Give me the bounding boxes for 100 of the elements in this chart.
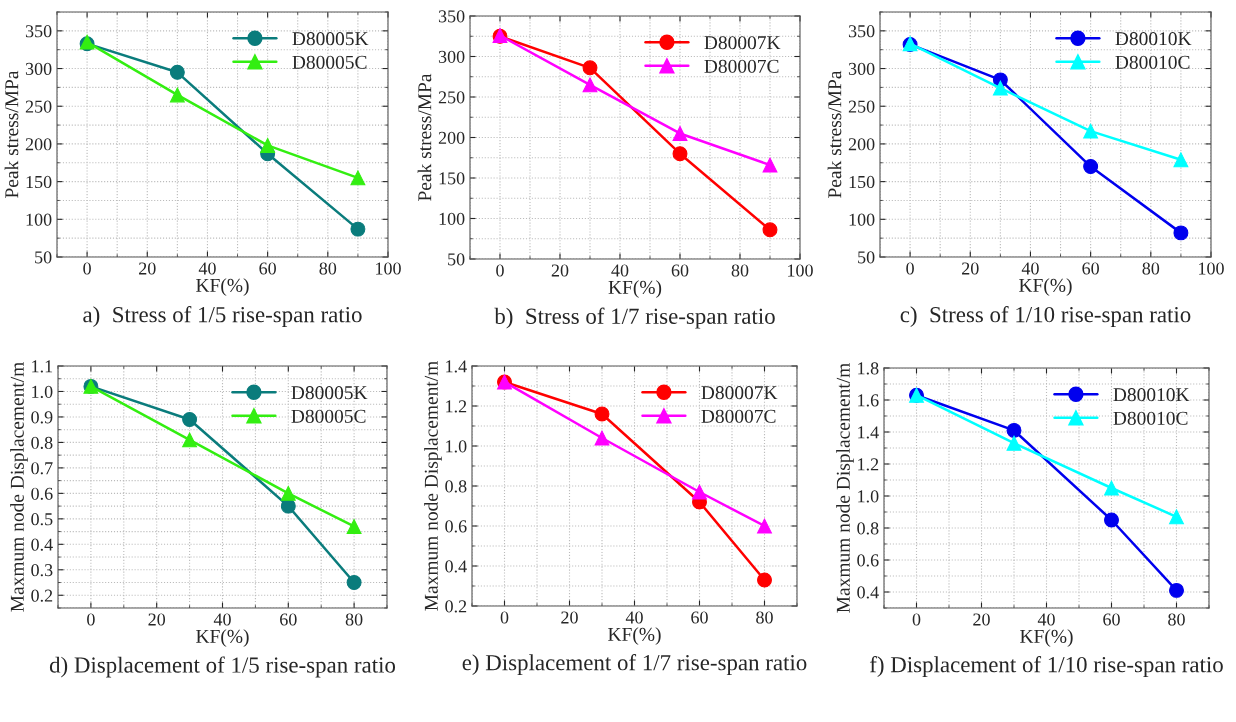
x-tick-label: 0: [496, 264, 504, 277]
y-tick-label: 150: [849, 175, 875, 189]
y-tick-label: 250: [848, 100, 875, 113]
point: [1006, 435, 1022, 451]
point: [757, 518, 772, 534]
y-tick-label: 0.3: [31, 564, 53, 577]
y-axis-title: Peak stress/MPa: [417, 73, 432, 201]
y-tick-label: 1.4: [858, 426, 879, 439]
y-tick-label: 0.2: [31, 589, 53, 602]
y-tick-label: 1.8: [858, 362, 879, 375]
x-tick-label: 0: [87, 613, 95, 626]
y-tick-label: 0.2: [445, 600, 467, 613]
point: [346, 519, 362, 534]
y-tick-label: 150: [26, 175, 52, 189]
text: e) Displacement of 1/7 rise-span ratio: [462, 654, 807, 676]
x-tick-label: 80: [1142, 262, 1160, 275]
point: [594, 430, 610, 446]
text: d) Displacement of 1/5 rise-span ratio: [49, 656, 396, 678]
x-tick-label: 40: [611, 264, 629, 277]
x-tick-label: 100: [1199, 262, 1224, 275]
point: [1006, 422, 1022, 438]
x-tick-label: 60: [691, 611, 708, 624]
y-tick-label: 1.0: [32, 385, 53, 398]
point: [762, 157, 778, 173]
y-tick-label: 0.7: [31, 462, 53, 475]
x-tick-label: 40: [1021, 262, 1039, 275]
x-axis-title: KF(%): [1020, 629, 1073, 647]
x-tick-label: 20: [148, 613, 166, 626]
x-tick-label: 100: [788, 264, 813, 277]
x-tick-label: 40: [213, 613, 231, 626]
point: [1083, 123, 1099, 139]
x-tick-label: 80: [756, 611, 773, 624]
y-axis-title: Peak stress/MPa: [827, 70, 842, 198]
point: [260, 137, 276, 153]
y-tick-label: 350: [438, 10, 465, 23]
point: [1169, 509, 1184, 525]
point: [757, 572, 772, 588]
point: [280, 485, 296, 501]
legend-label: D80005C: [291, 409, 366, 423]
x-tick-label: 80: [319, 262, 337, 275]
x-tick-label: 20: [551, 264, 569, 277]
legend-label: D80005C: [292, 55, 367, 69]
point: [1169, 582, 1184, 598]
x-tick-label: 40: [1037, 613, 1055, 626]
point: [992, 80, 1008, 96]
x-tick-label: 60: [671, 264, 689, 277]
y-tick-label: 0.6: [31, 487, 53, 500]
y-tick-label: 200: [438, 131, 465, 144]
point: [1104, 480, 1119, 496]
x-tick-label: 20: [139, 262, 156, 275]
y-tick-label: 0.8: [445, 480, 467, 493]
point: [594, 406, 610, 422]
x-tick-label: 20: [962, 262, 979, 275]
y-tick-label: 50: [858, 251, 875, 264]
x-tick-label: 60: [259, 262, 276, 275]
y-tick-label: 0.8: [857, 522, 879, 535]
x-tick-label: 100: [376, 262, 401, 275]
legend-label: D80010C: [1115, 55, 1190, 69]
y-tick-label: 0.5: [31, 513, 53, 526]
y-tick-label: 1.6: [858, 394, 879, 407]
point: [182, 412, 198, 427]
point: [672, 125, 688, 141]
point: [1173, 225, 1189, 241]
x-tick-label: 60: [1103, 613, 1120, 626]
x-axis-title: KF(%): [608, 627, 661, 645]
point: [169, 64, 185, 80]
y-tick-label: 200: [848, 138, 875, 151]
x-tick-label: 0: [912, 613, 921, 626]
legend-label: D80005K: [291, 386, 368, 400]
x-tick-label: 60: [280, 613, 297, 626]
y-tick-label: 0.6: [445, 520, 467, 533]
legend-label: D80010C: [1113, 411, 1188, 425]
y-tick-label: 250: [438, 91, 465, 104]
text: c) Stress of 1/10 rise-span ratio: [900, 306, 1191, 328]
point: [582, 77, 598, 93]
y-tick-label: 350: [848, 25, 875, 38]
y-tick-label: 1.0: [858, 490, 879, 503]
legend-label: D80005K: [292, 32, 369, 46]
y-tick-label: 100: [439, 212, 465, 225]
x-tick-label: 80: [345, 613, 363, 626]
y-tick-label: 0.4: [857, 586, 879, 599]
y-tick-label: 1.2: [446, 400, 467, 413]
y-tick-label: 100: [849, 213, 875, 226]
y-axis-title: Maxmum node Displacement/m: [836, 363, 854, 613]
x-tick-label: 0: [906, 262, 914, 275]
y-tick-label: 50: [35, 251, 52, 264]
x-tick-label: 60: [1082, 262, 1099, 275]
y-tick-label: 50: [448, 253, 465, 266]
point: [169, 87, 185, 103]
y-tick-label: 0.8: [31, 436, 53, 449]
y-tick-label: 150: [439, 172, 465, 185]
x-tick-label: 40: [198, 262, 216, 275]
y-tick-label: 300: [848, 62, 875, 75]
point: [350, 170, 366, 186]
x-tick-label: 40: [625, 611, 643, 624]
legend-label: D80010K: [1115, 32, 1192, 46]
y-tick-label: 1.0: [446, 440, 467, 453]
text: b) Stress of 1/7 rise-span ratio: [494, 307, 775, 329]
y-tick-label: 1.2: [858, 458, 879, 471]
y-tick-label: 0.4: [445, 560, 467, 573]
